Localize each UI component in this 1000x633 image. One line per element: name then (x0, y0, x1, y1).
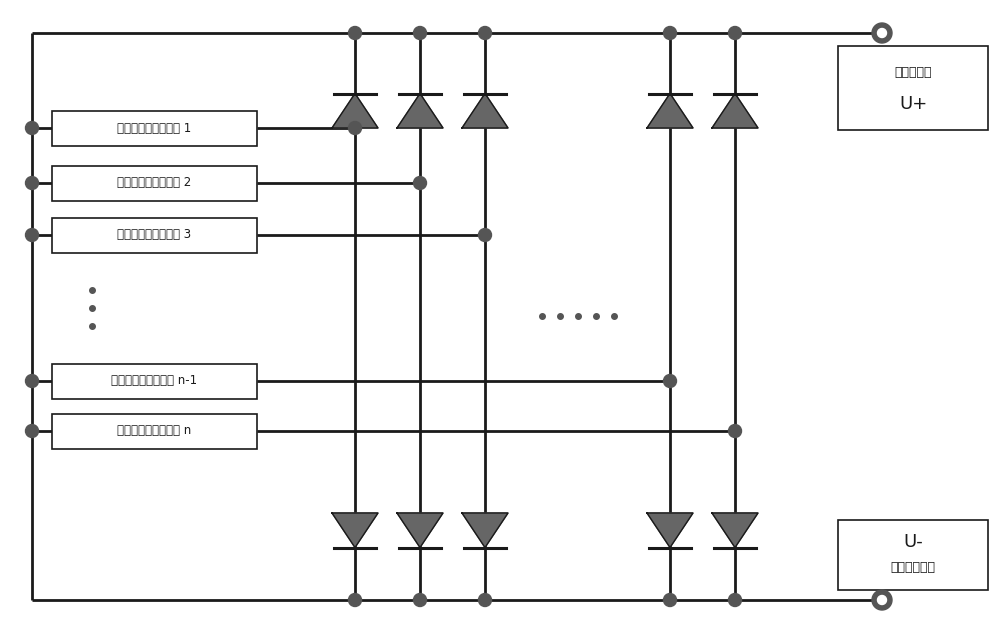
Circle shape (872, 590, 892, 610)
Polygon shape (462, 513, 508, 548)
Text: U-: U- (903, 533, 923, 551)
Circle shape (349, 122, 362, 134)
Circle shape (728, 27, 742, 39)
Circle shape (26, 122, 38, 134)
Circle shape (664, 594, 676, 606)
Text: 输出直流电: 输出直流电 (894, 66, 932, 78)
Circle shape (664, 375, 676, 387)
Circle shape (26, 425, 38, 437)
Circle shape (26, 229, 38, 242)
Circle shape (478, 27, 491, 39)
FancyBboxPatch shape (52, 413, 257, 449)
FancyBboxPatch shape (52, 111, 257, 146)
FancyBboxPatch shape (52, 218, 257, 253)
Circle shape (478, 229, 491, 242)
FancyBboxPatch shape (838, 520, 988, 590)
Circle shape (26, 375, 38, 387)
Circle shape (478, 594, 491, 606)
Circle shape (878, 28, 887, 37)
Polygon shape (397, 94, 443, 128)
Circle shape (664, 27, 676, 39)
Polygon shape (332, 94, 378, 128)
Polygon shape (397, 513, 443, 548)
Text: 变压器副边绕组组合 1: 变压器副边绕组组合 1 (117, 122, 192, 134)
Circle shape (26, 177, 38, 189)
Circle shape (872, 23, 892, 43)
Circle shape (414, 594, 426, 606)
Polygon shape (647, 513, 693, 548)
Polygon shape (332, 513, 378, 548)
Circle shape (728, 594, 742, 606)
Circle shape (414, 27, 426, 39)
Text: U+: U+ (899, 95, 927, 113)
Polygon shape (647, 94, 693, 128)
Circle shape (414, 177, 426, 189)
Polygon shape (712, 513, 758, 548)
FancyBboxPatch shape (52, 363, 257, 399)
Text: 变压器副边绕组组合 2: 变压器副边绕组组合 2 (117, 177, 192, 189)
FancyBboxPatch shape (52, 165, 257, 201)
Text: 变压器副边绕组组合 3: 变压器副边绕组组合 3 (117, 229, 192, 242)
Text: 输出直流电压: 输出直流电压 (891, 561, 936, 574)
Circle shape (878, 596, 887, 605)
Text: 变压器副边绕组组合 n: 变压器副边绕组组合 n (117, 425, 192, 437)
Polygon shape (712, 94, 758, 128)
Text: 变压器副边绕组组合 n-1: 变压器副边绕组组合 n-1 (111, 375, 198, 387)
Circle shape (349, 27, 362, 39)
Circle shape (728, 425, 742, 437)
Polygon shape (462, 94, 508, 128)
Circle shape (349, 594, 362, 606)
FancyBboxPatch shape (838, 46, 988, 130)
